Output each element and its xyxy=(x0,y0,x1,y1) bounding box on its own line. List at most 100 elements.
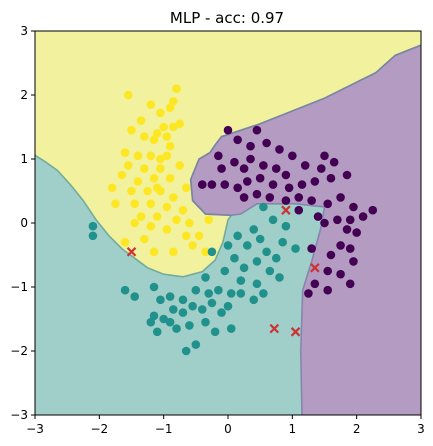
scatter-point-class-2 xyxy=(143,187,152,196)
scatter-point-class-1 xyxy=(204,289,213,298)
scatter-point-class-2 xyxy=(163,132,172,141)
scatter-point-class-0 xyxy=(217,164,226,173)
scatter-point-class-1 xyxy=(156,296,165,305)
scatter-point-class-2 xyxy=(156,164,165,173)
scatter-point-class-0 xyxy=(317,164,326,173)
y-tick-label: 3 xyxy=(20,24,28,38)
scatter-point-class-2 xyxy=(169,193,178,202)
scatter-point-class-0 xyxy=(208,180,217,189)
scatter-point-class-2 xyxy=(121,148,130,157)
scatter-point-class-2 xyxy=(169,123,178,132)
scatter-point-class-2 xyxy=(147,100,156,109)
scatter-point-class-1 xyxy=(185,321,194,330)
scatter-point-class-0 xyxy=(346,280,355,289)
scatter-point-class-0 xyxy=(233,184,242,193)
scatter-point-class-2 xyxy=(150,136,159,145)
scatter-point-class-1 xyxy=(166,318,175,327)
scatter-point-class-0 xyxy=(323,267,332,276)
scatter-point-class-0 xyxy=(294,206,303,215)
scatter-point-class-1 xyxy=(150,312,159,321)
scatter-point-class-2 xyxy=(175,161,184,170)
scatter-point-class-2 xyxy=(124,161,133,170)
scatter-point-class-0 xyxy=(307,244,316,253)
scatter-point-class-1 xyxy=(240,264,249,273)
scatter-point-class-1 xyxy=(266,267,275,276)
scatter-point-class-1 xyxy=(249,296,258,305)
scatter-point-class-0 xyxy=(311,280,320,289)
scatter-point-class-1 xyxy=(253,280,262,289)
scatter-point-class-0 xyxy=(349,257,358,266)
x-tick-label: 2 xyxy=(353,422,361,436)
scatter-point-class-0 xyxy=(346,216,355,225)
scatter-point-class-2 xyxy=(172,216,181,225)
scatter-point-class-1 xyxy=(230,254,239,263)
scatter-point-class-0 xyxy=(288,152,297,161)
scatter-point-class-2 xyxy=(159,123,168,132)
scatter-point-class-2 xyxy=(137,116,146,125)
scatter-point-class-2 xyxy=(195,232,204,241)
x-tick-label: −3 xyxy=(26,422,44,436)
y-tick-label: 0 xyxy=(20,216,28,230)
scatter-point-class-2 xyxy=(179,206,188,215)
scatter-point-class-0 xyxy=(311,177,320,186)
scatter-point-class-2 xyxy=(140,132,149,141)
scatter-point-class-1 xyxy=(227,289,236,298)
scatter-point-class-0 xyxy=(346,244,355,253)
scatter-point-class-2 xyxy=(169,248,178,257)
scatter-point-class-0 xyxy=(349,203,358,212)
scatter-point-class-1 xyxy=(188,302,197,311)
scatter-point-class-0 xyxy=(272,164,281,173)
y-tick-label: −3 xyxy=(10,408,28,422)
scatter-point-class-2 xyxy=(147,200,156,209)
scatter-point-class-0 xyxy=(330,158,339,167)
scatter-point-class-1 xyxy=(198,305,207,314)
scatter-point-class-1 xyxy=(224,302,233,311)
scatter-point-class-2 xyxy=(111,200,120,209)
scatter-point-class-0 xyxy=(214,152,223,161)
scatter-point-class-1 xyxy=(220,267,229,276)
scatter-point-class-0 xyxy=(323,286,332,295)
scatter-point-class-2 xyxy=(185,219,194,228)
scatter-point-class-2 xyxy=(130,219,139,228)
scatter-point-class-0 xyxy=(269,180,278,189)
scatter-point-class-0 xyxy=(240,164,249,173)
scatter-point-class-0 xyxy=(298,180,307,189)
scatter-point-class-2 xyxy=(127,187,136,196)
scatter-point-class-0 xyxy=(336,241,345,250)
scatter-point-class-1 xyxy=(192,340,201,349)
scatter-point-class-2 xyxy=(163,225,172,234)
scatter-point-class-2 xyxy=(182,232,191,241)
scatter-point-class-0 xyxy=(323,200,332,209)
scatter-point-class-2 xyxy=(163,152,172,161)
scatter-point-class-1 xyxy=(172,324,181,333)
scatter-point-class-1 xyxy=(201,273,210,282)
scatter-point-class-0 xyxy=(343,171,352,180)
scatter-point-class-2 xyxy=(140,164,149,173)
scatter-point-class-2 xyxy=(127,126,136,135)
scatter-point-class-1 xyxy=(208,248,217,257)
scatter-point-class-0 xyxy=(343,225,352,234)
scatter-point-class-1 xyxy=(256,235,265,244)
scatter-point-class-0 xyxy=(336,270,345,279)
scatter-point-class-2 xyxy=(134,152,143,161)
scatter-point-class-1 xyxy=(278,238,287,247)
scatter-point-class-2 xyxy=(166,174,175,183)
scatter-point-class-1 xyxy=(227,324,236,333)
y-tick-label: 1 xyxy=(20,152,28,166)
x-tick-label: 1 xyxy=(289,422,297,436)
scatter-point-class-2 xyxy=(124,91,133,100)
scatter-point-class-2 xyxy=(153,212,162,221)
scatter-point-class-1 xyxy=(253,257,262,266)
scatter-point-class-1 xyxy=(259,289,268,298)
scatter-point-class-1 xyxy=(217,308,226,317)
scatter-point-class-1 xyxy=(272,254,281,263)
scatter-point-class-0 xyxy=(262,139,271,148)
scatter-point-class-0 xyxy=(333,216,342,225)
scatter-point-class-0 xyxy=(368,206,377,215)
scatter-point-class-1 xyxy=(262,248,271,257)
scatter-point-class-2 xyxy=(130,200,139,209)
scatter-point-class-1 xyxy=(130,292,139,301)
y-tick-label: −2 xyxy=(10,344,28,358)
y-tick-label: 2 xyxy=(20,88,28,102)
x-tick-label: −1 xyxy=(155,422,173,436)
